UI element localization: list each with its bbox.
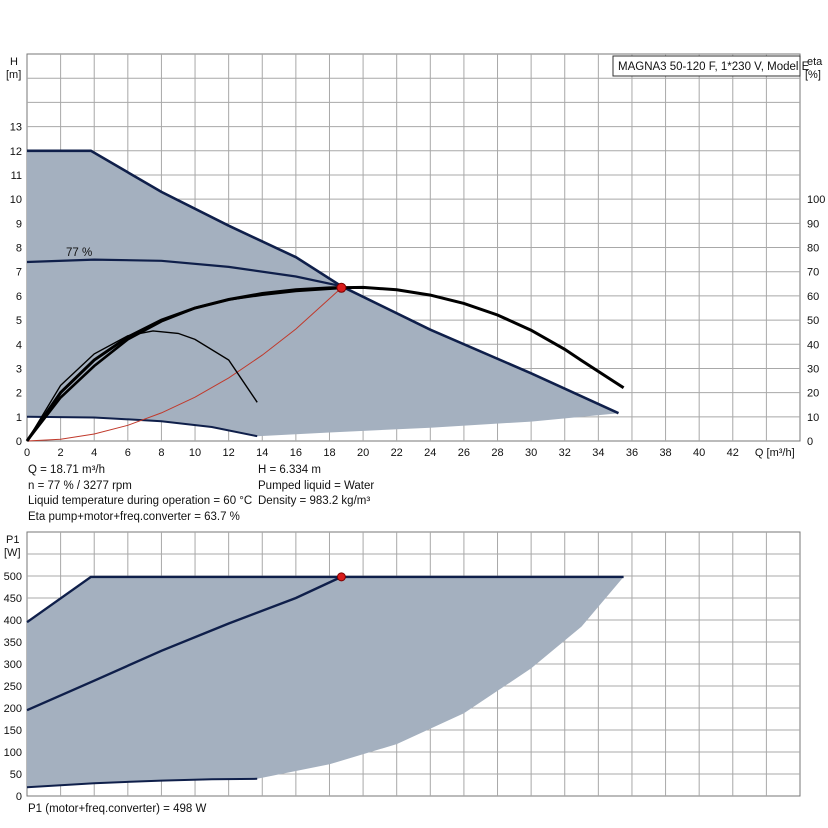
duty-curve	[25, 285, 625, 442]
y-tick-label: 7	[16, 267, 22, 279]
eta-tick-label: 90	[807, 218, 819, 230]
x-tick-label: 20	[357, 447, 369, 459]
x-tick-label: 24	[424, 447, 436, 459]
axis-labels: 0 2 4 6 8 10 12 14 16 18 20 22 24 26 28 30 32 34 36 38 40 42 Q…	[4, 56, 826, 803]
power-tick-label: 450	[4, 593, 22, 605]
eta-tick-label: 20	[807, 388, 819, 400]
head-plot-area	[25, 149, 625, 442]
title-box-frame	[612, 55, 801, 77]
power-tick-label: 150	[4, 725, 22, 737]
power-tick-label: 400	[4, 615, 22, 627]
x-tick-label: 8	[158, 447, 164, 459]
x-tick-label: 4	[91, 447, 97, 459]
power-tick-label: 350	[4, 637, 22, 649]
y-tick-label: 1	[16, 412, 22, 424]
power-operating-area	[27, 576, 624, 788]
power-tick-label: 200	[4, 703, 22, 715]
info-density: Density = 983.2 kg/m³	[258, 495, 371, 507]
x-tick-label: 12	[223, 447, 235, 459]
p1-result: P1 (motor+freq.converter) = 498 W	[28, 803, 207, 815]
power-min-envelope	[26, 777, 258, 789]
power-tick-label: 0	[16, 791, 22, 803]
x-tick-label: 42	[727, 447, 739, 459]
eta-tick-label: 80	[807, 243, 819, 255]
y-tick-label: 3	[16, 363, 22, 375]
y-tick-label: 10	[10, 194, 22, 206]
eta-tick-label: 40	[807, 339, 819, 351]
power-max-envelope	[26, 575, 624, 624]
y-tick-label: 4	[16, 339, 22, 351]
power-duty-point	[336, 572, 346, 582]
power-plot-area	[26, 572, 624, 789]
system-curve	[26, 287, 342, 442]
x-tick-label: 22	[391, 447, 403, 459]
duty-info-left: Q = 18.71 m³/h n = 77 % / 3277 rpm Liqui…	[28, 463, 252, 525]
x-tick-label: 26	[458, 447, 470, 459]
info-head: H = 6.334 m	[258, 464, 321, 476]
x-tick-label: 36	[626, 447, 638, 459]
y-tick-label: 2	[16, 388, 22, 400]
power-tick-label: 250	[4, 681, 22, 693]
info-liquid-temp: Liquid temperature during operation = 60…	[28, 495, 253, 507]
y-tick-label: 5	[16, 315, 22, 327]
info-speed: n = 77 % / 3277 rpm	[28, 479, 132, 492]
model-title-box: MAGNA3 50-120 F, 1*230 V, Model E	[612, 55, 810, 77]
power-axis-label: P1	[6, 534, 19, 546]
eta-axis-label: eta	[807, 56, 823, 68]
power-tick-label: 300	[4, 659, 22, 671]
y-tick-label: 13	[10, 122, 22, 134]
x-tick-label: 6	[125, 447, 131, 459]
power-tick-label: 500	[4, 571, 22, 583]
x-tick-label: 40	[693, 447, 705, 459]
min-envelope-curve	[26, 415, 258, 438]
eta-tick-label: 30	[807, 363, 819, 375]
eta-tick-label: 10	[807, 412, 819, 424]
x-tick-label: 28	[491, 447, 503, 459]
x-tick-label: 14	[256, 447, 268, 459]
eta-axis-unit: [%]	[805, 69, 821, 81]
x-tick-label: 32	[559, 447, 571, 459]
x-tick-label: 30	[525, 447, 537, 459]
info-eta: Eta pump+motor+freq.converter = 63.7 %	[28, 510, 240, 523]
power-tick-label: 100	[4, 747, 22, 759]
efficiency-label: 77 %	[66, 247, 92, 259]
power-tick-label: 50	[10, 769, 22, 781]
x-tick-label: 2	[58, 447, 64, 459]
y-tick-label: 9	[16, 218, 22, 230]
eta-tick-label: 50	[807, 315, 819, 327]
y-tick-label: 0	[16, 436, 22, 448]
y-axis-label: H	[10, 56, 18, 68]
info-pumped-liquid: Pumped liquid = Water	[258, 479, 375, 492]
eta-tick-label: 70	[807, 267, 819, 279]
y-tick-label: 12	[10, 146, 22, 158]
info-flow: Q = 18.71 m³/h	[28, 464, 106, 476]
x-tick-label: 38	[659, 447, 671, 459]
y-tick-label: 11	[11, 170, 22, 182]
max-envelope-curve	[27, 149, 620, 415]
y-tick-label: 6	[16, 291, 22, 303]
eta-tick-label: 100	[807, 194, 825, 206]
x-tick-label: 18	[323, 447, 335, 459]
operating-area	[27, 150, 619, 437]
x-tick-label: 34	[592, 447, 604, 459]
x-tick-label: 16	[290, 447, 302, 459]
power-duty-curve	[26, 575, 342, 712]
eta-curve-thin	[26, 330, 258, 442]
y-tick-label: 8	[16, 243, 22, 255]
y-axis-unit: [m]	[6, 69, 21, 81]
power-axis-unit: [W]	[4, 547, 21, 559]
eta-tick-label: 0	[807, 436, 813, 448]
eta-tick-label: 60	[807, 291, 819, 303]
duty-point	[336, 282, 347, 293]
model-title: MAGNA3 50-120 F, 1*230 V, Model E	[618, 61, 810, 73]
x-tick-label: 0	[24, 447, 30, 459]
efficiency-77-curve	[26, 258, 342, 288]
x-axis-label: Q [m³/h]	[755, 447, 795, 459]
x-tick-label: 10	[189, 447, 201, 459]
duty-info-right: H = 6.334 m Pumped liquid = Water Densit…	[258, 463, 374, 510]
